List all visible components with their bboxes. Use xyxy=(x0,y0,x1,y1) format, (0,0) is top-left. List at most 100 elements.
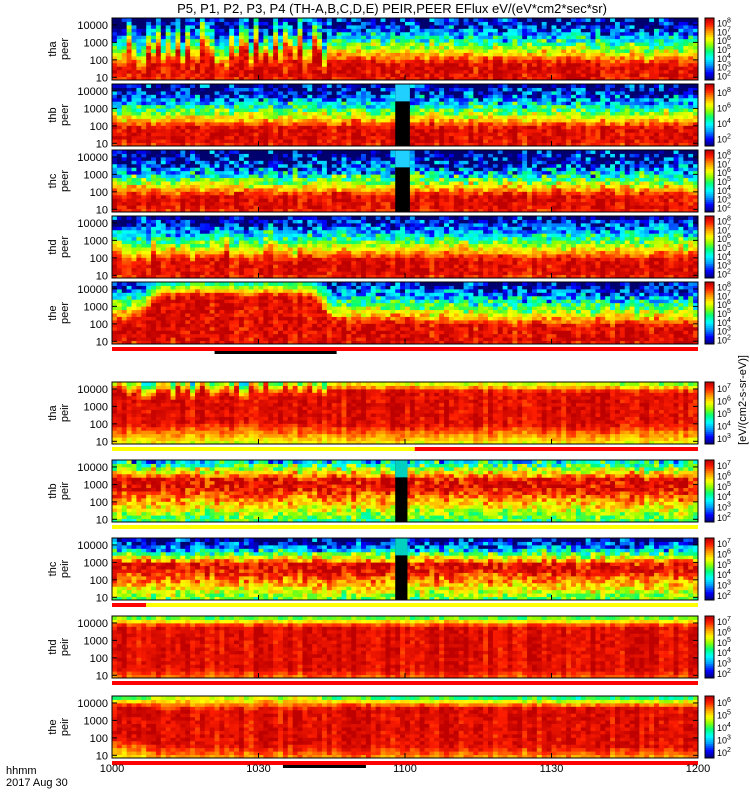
spectrogram-cell xyxy=(204,160,211,165)
spectrogram-cell xyxy=(575,31,582,36)
spectrogram-cell xyxy=(346,59,352,64)
spectrogram-cell xyxy=(351,38,357,43)
spectrogram-cell xyxy=(478,104,484,109)
spectrogram-cell xyxy=(292,118,299,123)
spectrogram-cell xyxy=(541,49,548,53)
spectrogram-cell xyxy=(180,38,186,43)
spectrogram-cell xyxy=(136,194,142,199)
spectrogram-cell xyxy=(492,38,499,43)
spectrogram-cell xyxy=(234,38,240,43)
spectrogram-cell xyxy=(624,62,631,67)
spectrogram-cell xyxy=(634,28,640,33)
spectrogram-cell xyxy=(351,97,357,102)
spectrogram-cell xyxy=(561,24,567,29)
spectrogram-cell xyxy=(336,111,343,116)
spectrogram-cell xyxy=(141,45,147,50)
spectrogram-cell xyxy=(307,97,313,102)
spectrogram-cell xyxy=(429,142,435,147)
spectrogram-cell xyxy=(375,132,382,137)
spectrogram-cell xyxy=(649,139,655,144)
spectrogram-cell xyxy=(556,28,562,33)
spectrogram-cell xyxy=(585,73,592,78)
spectrogram-cell xyxy=(478,94,484,99)
spectrogram-cell xyxy=(126,163,133,168)
spectrogram-cell xyxy=(619,45,626,50)
spectrogram-cell xyxy=(131,52,137,57)
spectrogram-cell xyxy=(199,104,206,109)
spectrogram-cell xyxy=(624,108,631,113)
spectrogram-cell xyxy=(336,24,343,29)
spectrogram-cell xyxy=(268,118,274,123)
spectrogram-cell xyxy=(458,97,465,102)
spectrogram-cell xyxy=(634,52,640,57)
spectrogram-cell xyxy=(151,87,157,92)
spectrogram-cell xyxy=(346,35,352,40)
spectrogram-cell xyxy=(497,66,504,71)
spectrogram-cell xyxy=(517,42,523,47)
spectrogram-cell xyxy=(463,132,469,137)
spectrogram-cell xyxy=(492,115,499,119)
spectrogram-cell xyxy=(297,18,303,22)
spectrogram-cell xyxy=(409,115,416,119)
spectrogram-cell xyxy=(351,66,357,71)
spectrogram-cell xyxy=(546,84,552,88)
spectrogram-cell xyxy=(595,142,601,147)
spectrogram-cell xyxy=(297,45,303,50)
panel-tha-peer: 10100100010000thapeer1021031041051061071… xyxy=(47,17,731,84)
spectrogram-cell xyxy=(444,55,450,60)
spectrogram-cell xyxy=(444,132,450,137)
spectrogram-cell xyxy=(546,142,552,147)
spectrogram-cell xyxy=(180,84,186,88)
spectrogram-cell xyxy=(141,201,147,206)
spectrogram-cell xyxy=(405,31,411,36)
spectrogram-cell xyxy=(644,135,650,140)
spectrogram-cell xyxy=(243,108,250,113)
spectrogram-cell xyxy=(619,59,626,64)
spectrogram-cell xyxy=(673,111,679,116)
spectrogram-cell xyxy=(654,69,660,74)
spectrogram-cell xyxy=(448,135,455,140)
spectrogram-cell xyxy=(307,115,313,119)
spectrogram-cell xyxy=(351,52,357,57)
spectrogram-cell xyxy=(605,142,611,147)
spectrogram-cell xyxy=(571,59,577,64)
spectrogram-cell xyxy=(243,208,250,213)
spectrogram-cell xyxy=(141,69,147,74)
spectrogram-cell xyxy=(658,108,665,113)
spectrogram-cell xyxy=(224,198,230,203)
spectrogram-cell xyxy=(546,62,552,67)
spectrogram-cell xyxy=(492,132,499,137)
spectrogram-cell xyxy=(492,135,499,140)
spectrogram-cell xyxy=(356,45,362,50)
spectrogram-cell xyxy=(248,205,255,210)
spectrogram-cell xyxy=(136,21,142,26)
spectrogram-cell xyxy=(693,115,699,119)
spectrogram-cell xyxy=(566,125,572,130)
spectrogram-cell xyxy=(663,35,670,40)
spectrogram-cell xyxy=(112,38,118,43)
spectrogram-cell xyxy=(141,49,147,53)
spectrogram-cell xyxy=(629,97,636,102)
spectrogram-cell xyxy=(336,101,343,106)
spectrogram-cell xyxy=(243,55,250,60)
spectrogram-cell xyxy=(483,69,489,74)
spectrogram-cell xyxy=(243,104,250,109)
spectrogram-cell xyxy=(375,62,382,67)
spectrogram-cell xyxy=(146,208,152,213)
spectrogram-cell xyxy=(654,42,660,47)
spectrogram-cell xyxy=(302,139,308,144)
spectrogram-cell xyxy=(444,66,450,71)
spectrogram-cell xyxy=(155,142,162,147)
spectrogram-cell xyxy=(429,66,435,71)
spectrogram-cell xyxy=(492,62,499,67)
spectrogram-cell xyxy=(375,108,382,113)
spectrogram-cell xyxy=(258,194,264,199)
spectrogram-cell xyxy=(566,121,572,126)
spectrogram-cell xyxy=(190,170,196,175)
spectrogram-cell xyxy=(307,121,313,126)
spectrogram-cell xyxy=(405,24,411,29)
spectrogram-cell xyxy=(658,94,665,99)
spectrogram-cell xyxy=(195,97,201,102)
spectrogram-cell xyxy=(512,90,518,95)
spectrogram-cell xyxy=(282,69,289,74)
